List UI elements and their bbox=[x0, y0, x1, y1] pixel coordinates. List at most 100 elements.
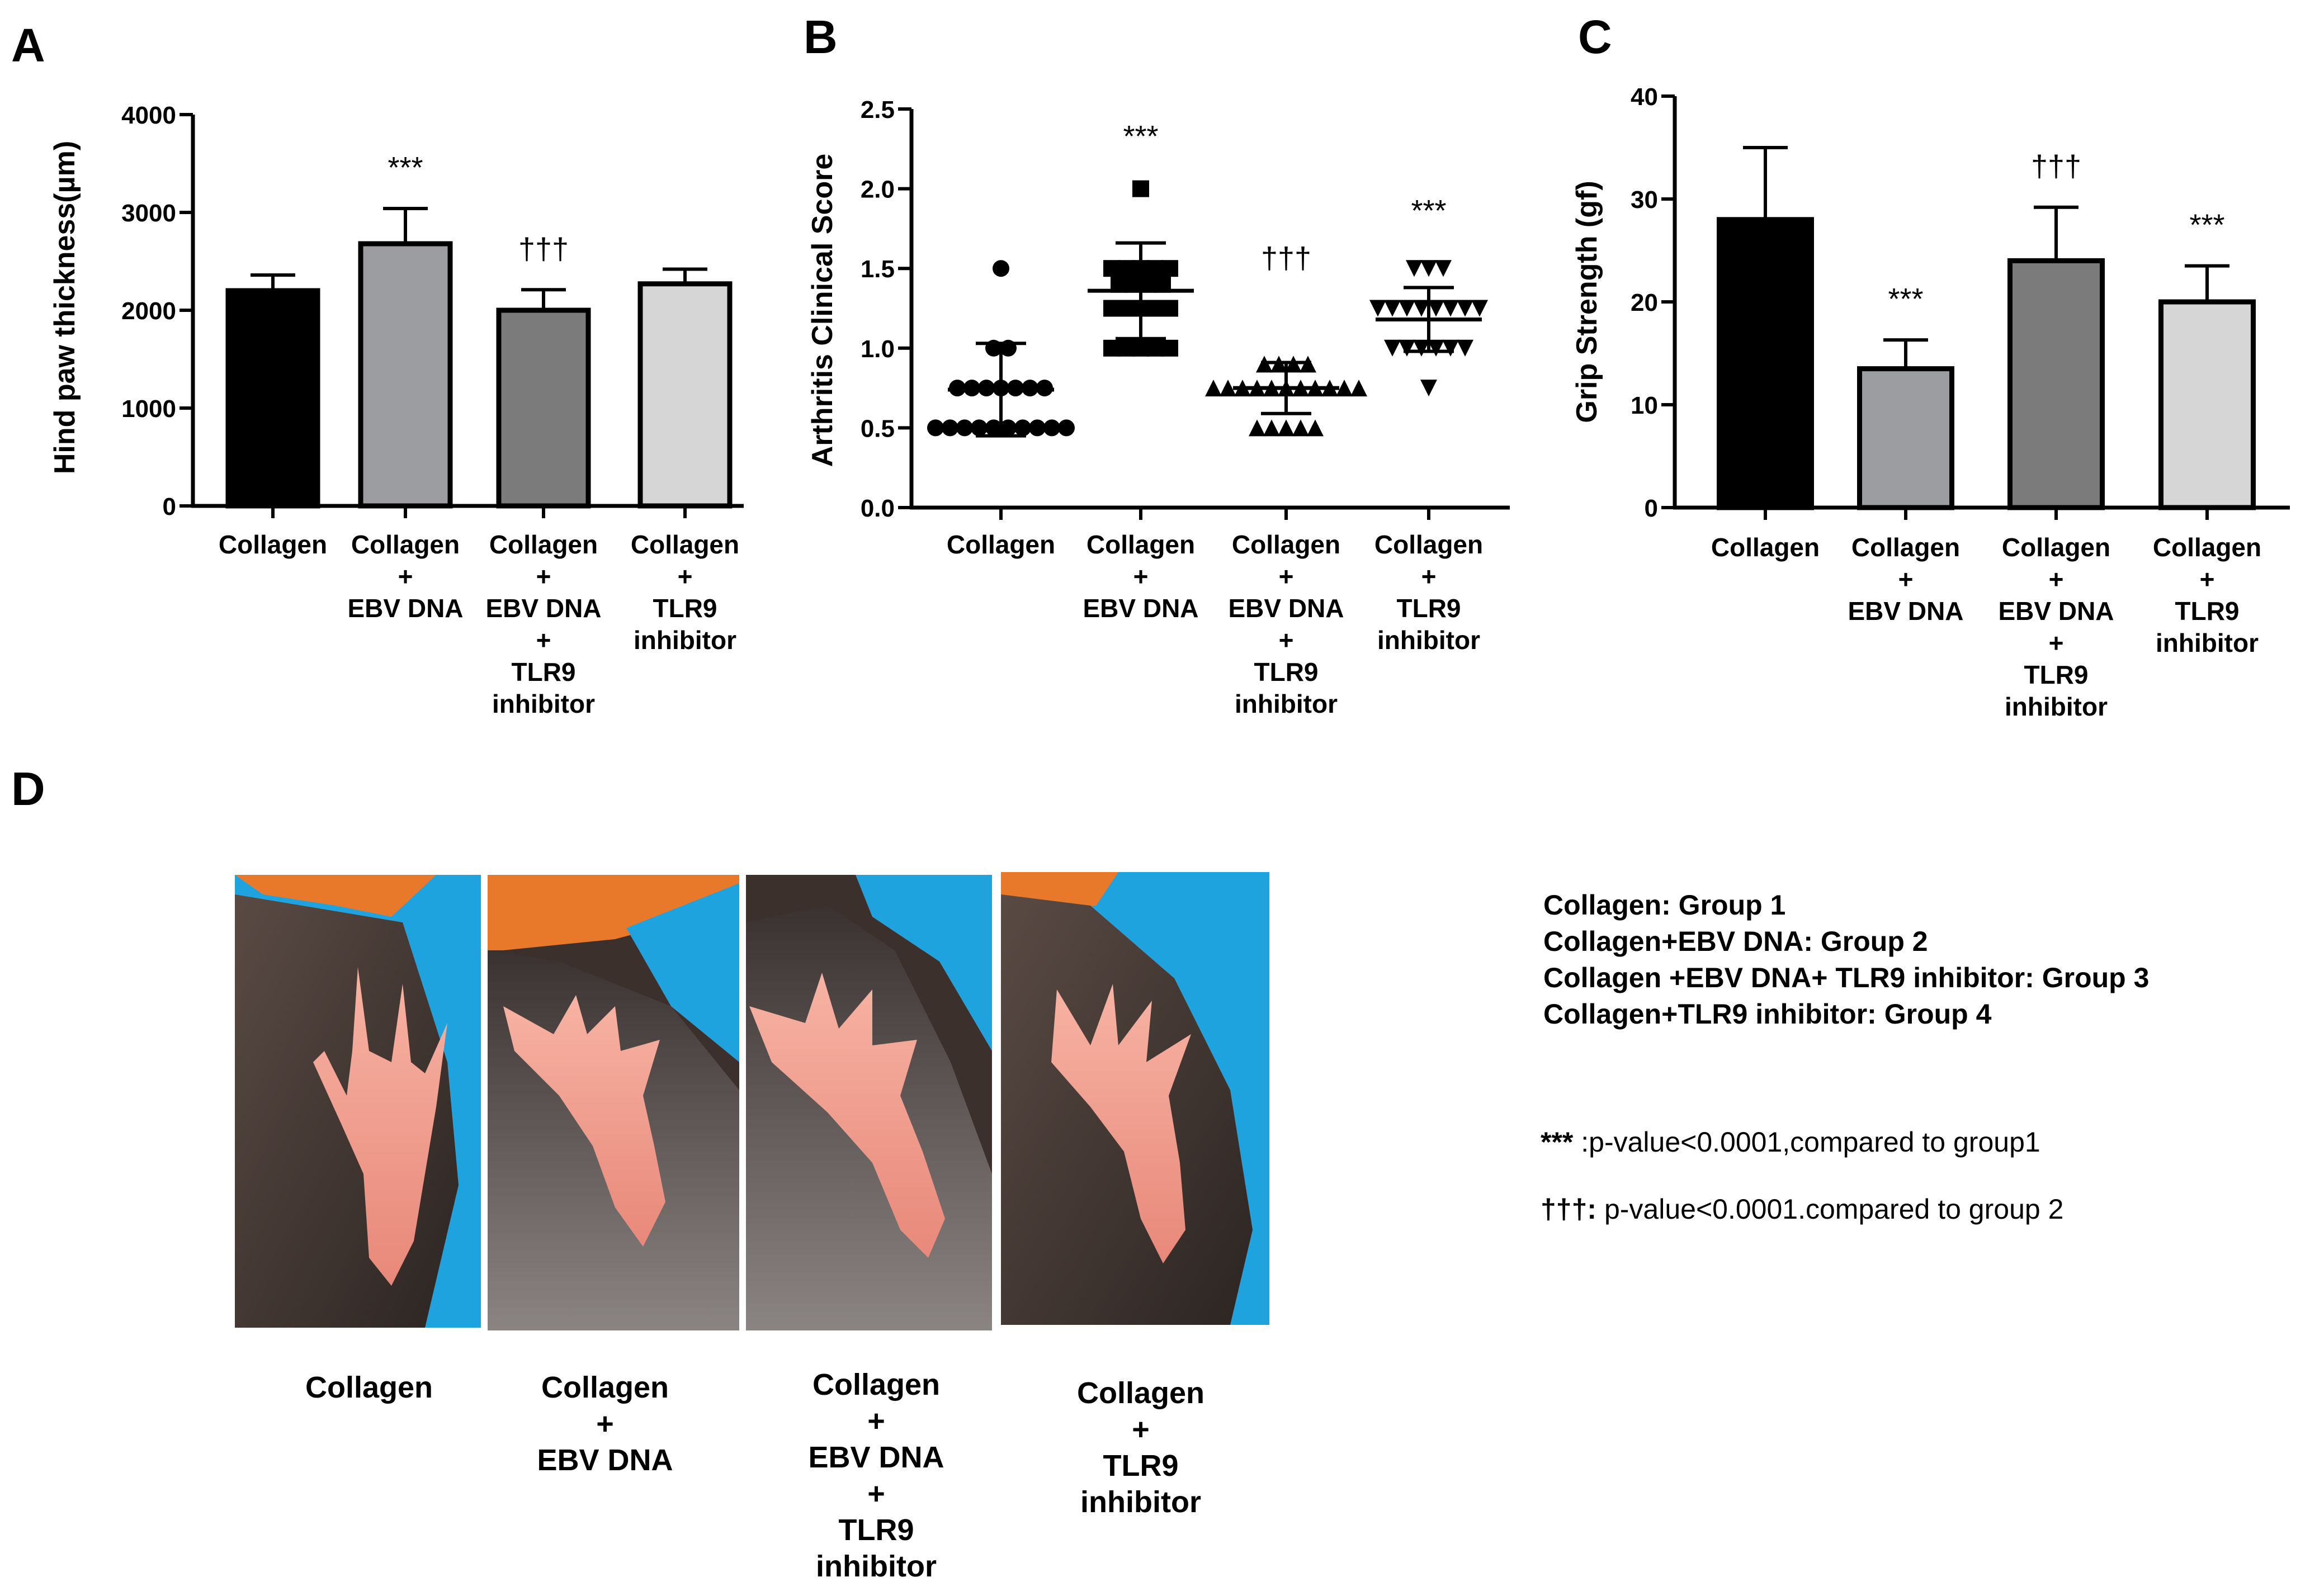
photo-label-2-line-2: EBV DNA bbox=[808, 1441, 944, 1474]
panel-b-point-2-17 bbox=[1278, 419, 1295, 437]
panel-b-y-tick-label-3: 1.5 bbox=[861, 255, 895, 283]
panel-b-point-3-7 bbox=[1428, 300, 1444, 317]
panel-c-category-label-3-line-0: Collagen bbox=[2153, 533, 2261, 562]
significance-notes: *** :p-value<0.0001,compared to group1 †… bbox=[1541, 1126, 2063, 1225]
panel-a-category-label-0-line-0: Collagen bbox=[219, 530, 327, 559]
panel-a-bar-0 bbox=[225, 288, 320, 509]
panel-letter-d: D bbox=[11, 763, 45, 815]
panel-b-point-0-17 bbox=[1029, 419, 1046, 437]
panel-a-bar-3 bbox=[637, 281, 733, 509]
panel-a-y-tick-label-1: 1000 bbox=[121, 395, 176, 423]
panel-b-point-3-8 bbox=[1442, 300, 1459, 317]
panel-a-y-tick-label-4: 4000 bbox=[121, 102, 176, 129]
panel-b-point-1-2 bbox=[1118, 260, 1135, 277]
panel-a-category-label-2-line-4: TLR9 bbox=[512, 657, 576, 686]
photo-label-3-line-3: inhibitor bbox=[1080, 1485, 1201, 1519]
panel-b-category-label-3-line-1: + bbox=[1421, 562, 1437, 591]
panel-b-category-label-1-line-2: EBV DNA bbox=[1083, 594, 1198, 623]
panel-a-category-label-1-line-1: + bbox=[398, 562, 413, 591]
panel-c-category-label-2-line-0: Collagen bbox=[2002, 533, 2110, 562]
panel-b-point-3-14 bbox=[1428, 339, 1444, 357]
photo-label-3-line-0: Collagen bbox=[1077, 1376, 1204, 1410]
panel-b-category-label-1-line-1: + bbox=[1133, 562, 1149, 591]
panel-b-point-3-13 bbox=[1413, 339, 1430, 357]
photo-label-1-line-0: Collagen bbox=[541, 1371, 669, 1404]
panel-b-point-0-11 bbox=[942, 419, 958, 437]
panel-c-category-label-3-line-3: inhibitor bbox=[2156, 628, 2259, 657]
panel-b-point-2-13 bbox=[1336, 380, 1353, 397]
paw-photo-3 bbox=[746, 875, 992, 1330]
panel-a-category-label-3-line-2: TLR9 bbox=[653, 594, 717, 623]
panel-a-category-label-3-line-0: Collagen bbox=[631, 530, 739, 559]
panel-c-category-label-0-line-0: Collagen bbox=[1711, 533, 1820, 562]
panel-b-point-0-10 bbox=[927, 419, 944, 437]
panel-a-bar-1 bbox=[358, 241, 453, 509]
panel-c-significance-2: ††† bbox=[2031, 150, 2081, 183]
panel-b-significance-3: *** bbox=[1411, 194, 1446, 228]
panel-b-point-1-14 bbox=[1161, 300, 1178, 317]
panel-b-category-label-2-line-2: EBV DNA bbox=[1228, 594, 1344, 623]
panel-c-category-label-2-line-1: + bbox=[2049, 565, 2064, 594]
panel-b-point-2-19 bbox=[1307, 419, 1324, 437]
panel-b-point-2-18 bbox=[1292, 419, 1309, 437]
panel-a-plot: 0 1000 2000 3000 4000 Collagen Collagen + EBV DN… bbox=[121, 102, 744, 718]
panel-b-category-label-3-line-3: inhibitor bbox=[1377, 626, 1480, 655]
photo-label-2-line-3: + bbox=[867, 1477, 885, 1510]
panel-b-category-label-3-line-2: TLR9 bbox=[1397, 594, 1461, 623]
photo-label-0-line-0: Collagen bbox=[305, 1371, 433, 1404]
panel-b-point-1-13 bbox=[1147, 300, 1164, 317]
panel-b-category-label-1-line-0: Collagen bbox=[1086, 530, 1195, 559]
panel-b-point-1-4 bbox=[1147, 260, 1164, 277]
panel-b-point-3-4 bbox=[1384, 300, 1401, 317]
panel-c-bar-0 bbox=[1717, 217, 1814, 510]
panel-c-category-label-3-line-2: TLR9 bbox=[2175, 596, 2240, 626]
panel-b-point-3-15 bbox=[1442, 339, 1459, 357]
panel-b: B Arthritis Clinical Score 0.0 0.5 1.0 1.5 2… bbox=[804, 11, 1510, 718]
panel-b-point-3-9 bbox=[1457, 300, 1473, 317]
panel-letter-c: C bbox=[1578, 11, 1612, 63]
panel-b-point-3-11 bbox=[1384, 339, 1401, 357]
panel-c-y-tick-label-1: 10 bbox=[1631, 392, 1658, 419]
panel-a: A Hind paw thickness(µm) 0 1000 2000 3000 40… bbox=[11, 19, 744, 718]
panel-b-point-3-17 bbox=[1420, 380, 1437, 397]
panel-b-y-tick-label-4: 2.0 bbox=[861, 176, 895, 203]
panel-b-point-2-14 bbox=[1350, 380, 1367, 397]
panel-c-y-tick-label-4: 40 bbox=[1631, 83, 1658, 111]
panel-b-category-label-3-line-0: Collagen bbox=[1374, 530, 1483, 559]
panel-c-category-label-2-line-2: EBV DNA bbox=[1998, 596, 2114, 626]
panel-b-point-1-11 bbox=[1118, 300, 1135, 317]
panel-c-y-tick-label-0: 0 bbox=[1645, 495, 1658, 522]
panel-b-point-3-1 bbox=[1420, 260, 1437, 277]
panel-b-point-3-5 bbox=[1399, 300, 1415, 317]
panel-b-point-3-6 bbox=[1413, 300, 1430, 317]
panel-b-point-3-10 bbox=[1471, 300, 1488, 317]
panel-a-significance-2: ††† bbox=[518, 232, 569, 266]
panel-b-category-label-2-line-1: + bbox=[1279, 562, 1294, 591]
panel-a-y-axis-title: Hind paw thickness(µm) bbox=[49, 141, 81, 474]
panel-c-bar-1 bbox=[1857, 366, 1954, 510]
panel-a-bar-2 bbox=[496, 307, 591, 509]
panel-b-point-0-13 bbox=[971, 419, 988, 437]
panel-a-y-tick-label-2: 2000 bbox=[121, 297, 176, 325]
panel-a-y-tick-label-3: 3000 bbox=[121, 200, 176, 227]
photo-label-2-line-4: TLR9 bbox=[839, 1513, 914, 1547]
panel-c-y-tick-label-3: 30 bbox=[1631, 186, 1658, 214]
panel-b-point-2-15 bbox=[1249, 419, 1265, 437]
panel-a-category-label-3-line-1: + bbox=[678, 562, 693, 591]
panel-a-y-tick-label-0: 0 bbox=[163, 493, 176, 520]
panel-c-category-label-1-line-0: Collagen bbox=[1851, 533, 1960, 562]
panel-b-point-0-16 bbox=[1014, 419, 1031, 437]
panel-c-category-label-3-line-1: + bbox=[2200, 565, 2215, 594]
panel-a-category-label-1-line-0: Collagen bbox=[351, 530, 460, 559]
panel-c-category-label-1-line-2: EBV DNA bbox=[1848, 596, 1963, 626]
panel-b-point-3-3 bbox=[1369, 300, 1386, 317]
paw-photo-1 bbox=[235, 875, 481, 1328]
note-1-mark: *** bbox=[1541, 1126, 1574, 1158]
panel-a-category-label-2-line-3: + bbox=[536, 626, 551, 655]
panel-b-category-label-0-line-0: Collagen bbox=[947, 530, 1055, 559]
panel-b-y-tick-label-5: 2.5 bbox=[861, 96, 895, 124]
photo-label-1-line-1: + bbox=[596, 1407, 614, 1441]
panel-b-category-label-2-line-5: inhibitor bbox=[1235, 689, 1338, 718]
panel-letter-b: B bbox=[804, 11, 838, 63]
panel-b-point-3-12 bbox=[1399, 339, 1415, 357]
